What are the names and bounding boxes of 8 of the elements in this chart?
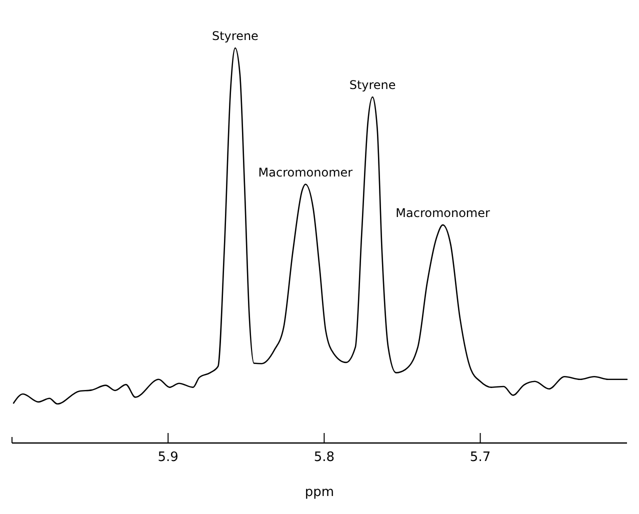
annotation: Styrene	[212, 29, 258, 43]
annotation: Macromonomer	[396, 206, 490, 220]
x-tick-label: 5.8	[314, 450, 335, 465]
x-axis-title: ppm	[304, 485, 334, 500]
annotation: Styrene	[349, 78, 396, 92]
annotation: Macromonomer	[258, 165, 353, 180]
x-tick-label: 5.7	[470, 450, 491, 465]
x-tick-label: 5.9	[158, 450, 178, 465]
